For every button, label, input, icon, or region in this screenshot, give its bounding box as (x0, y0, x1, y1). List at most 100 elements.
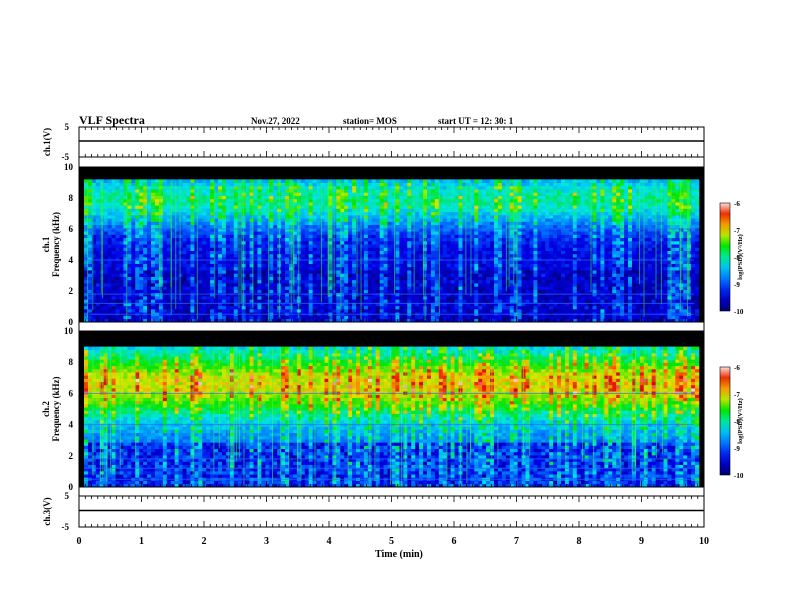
spectrogram-cell (87, 185, 93, 190)
spectrogram-cell (186, 260, 191, 264)
spectrogram-cell (119, 198, 124, 203)
spectrogram-cell (478, 266, 483, 271)
spectrogram-cell (218, 195, 223, 200)
spectrogram-cell (147, 234, 152, 239)
spectrogram-cell (344, 276, 349, 281)
spectrogram-cell (324, 179, 329, 183)
spectrogram-cell (95, 224, 101, 229)
spectrogram-cell (99, 202, 105, 206)
spectrogram-cell (119, 179, 124, 183)
spectrogram-cell (383, 299, 388, 303)
spectrogram-cell (194, 318, 199, 323)
spectrogram-cell (95, 253, 101, 258)
spectrogram-cell (273, 263, 278, 268)
spectrogram-cell (501, 179, 507, 183)
spectrogram-cell (170, 247, 175, 251)
spectrogram-cell (450, 286, 455, 290)
spectrogram-cell (505, 315, 511, 320)
spectrogram-cell (438, 273, 444, 277)
spectrogram-cell (482, 182, 487, 187)
spectrogram-cell (442, 211, 447, 216)
spectrogram-cell (450, 205, 455, 209)
spectrogram-cell (497, 240, 503, 245)
spectrogram-cell (225, 292, 231, 297)
spectrogram-cell (324, 205, 329, 209)
spectrogram-cell (265, 318, 270, 323)
spectrogram-cell (478, 185, 483, 190)
spectrogram-cell (218, 231, 223, 235)
spectrogram-cell (107, 257, 112, 261)
spectrogram-cell (206, 189, 211, 193)
spectrogram-cell (430, 250, 436, 255)
spectrogram-cell (300, 263, 306, 268)
spectrogram-cell (214, 211, 219, 216)
spectrogram-cell (131, 179, 136, 183)
spectrogram-cell (285, 179, 290, 183)
spectrogram-cell (210, 266, 215, 271)
spectrogram-cell (308, 234, 313, 239)
spectrogram-cell (320, 202, 325, 206)
spectrogram-cell (517, 237, 522, 242)
spectrogram-cell (450, 315, 455, 320)
spectrogram-cell (107, 218, 112, 222)
spectrogram-cell (245, 244, 250, 248)
spectrogram-cell (426, 270, 432, 274)
spectrogram-cell (505, 234, 511, 239)
spectrogram-cell (202, 286, 207, 290)
spectrogram-cell (285, 215, 290, 219)
spectrogram-cell (229, 292, 235, 297)
spectrogram-cell (273, 253, 278, 258)
spectrogram-cell (454, 218, 459, 222)
spectrogram-cell (359, 292, 365, 297)
spectrogram-cell (269, 240, 274, 245)
spectrogram-cell (91, 198, 97, 203)
spectrogram-cell (119, 273, 124, 277)
spectrogram-cell (186, 192, 191, 196)
spectrogram-cell (87, 189, 93, 193)
spectrogram-cell (154, 205, 160, 209)
spectrogram-cell (135, 309, 140, 313)
spectrogram-cell (249, 283, 254, 287)
spectrogram-cell (166, 309, 172, 313)
spectrogram-cell (249, 218, 254, 222)
spectrogram-cell (265, 224, 270, 229)
spectrogram-cell (233, 309, 239, 313)
spectrogram-cell (115, 195, 120, 200)
spectrogram-cell (450, 198, 455, 203)
spectrogram-cell (115, 299, 120, 303)
spectrogram-cell (111, 283, 116, 287)
spectrogram-cell (517, 224, 522, 229)
spectrogram-cell (300, 218, 306, 222)
spectrogram-cell (127, 185, 132, 190)
spectrogram-cell (308, 189, 313, 193)
spectrogram-cell (103, 296, 108, 300)
spectrogram-cell (505, 276, 511, 281)
spectrogram-cell (336, 224, 341, 229)
spectrogram-cell (103, 237, 108, 242)
spectrogram-cell (494, 189, 499, 193)
spectrogram-cell (103, 292, 108, 297)
spectrogram-cell (162, 195, 168, 200)
spectrogram-cell (194, 224, 199, 229)
spectrogram-cell (458, 309, 463, 313)
spectrogram-cell (395, 189, 400, 193)
spectrogram-cell (103, 260, 108, 264)
spectrogram-cell (292, 296, 298, 300)
spectrogram-cell (281, 257, 286, 261)
spectrogram-cell (95, 215, 101, 219)
spectrogram-cell (178, 240, 183, 245)
spectrogram-cell (356, 276, 361, 281)
spectrogram-cell (229, 202, 235, 206)
spectrogram-cell (300, 215, 306, 219)
spectrogram-cell (426, 309, 432, 313)
spectrogram-cell (474, 231, 479, 235)
spectrogram-cell (202, 215, 207, 219)
spectrogram-cell (308, 208, 313, 213)
spectrogram-cell (304, 260, 310, 264)
spectrogram-cell (107, 318, 112, 323)
spectrogram-cell (214, 305, 219, 310)
spectrogram-cell (438, 218, 444, 222)
spectrogram-cell (233, 218, 239, 222)
spectrogram-cell (497, 286, 503, 290)
spectrogram-cell (450, 182, 455, 187)
